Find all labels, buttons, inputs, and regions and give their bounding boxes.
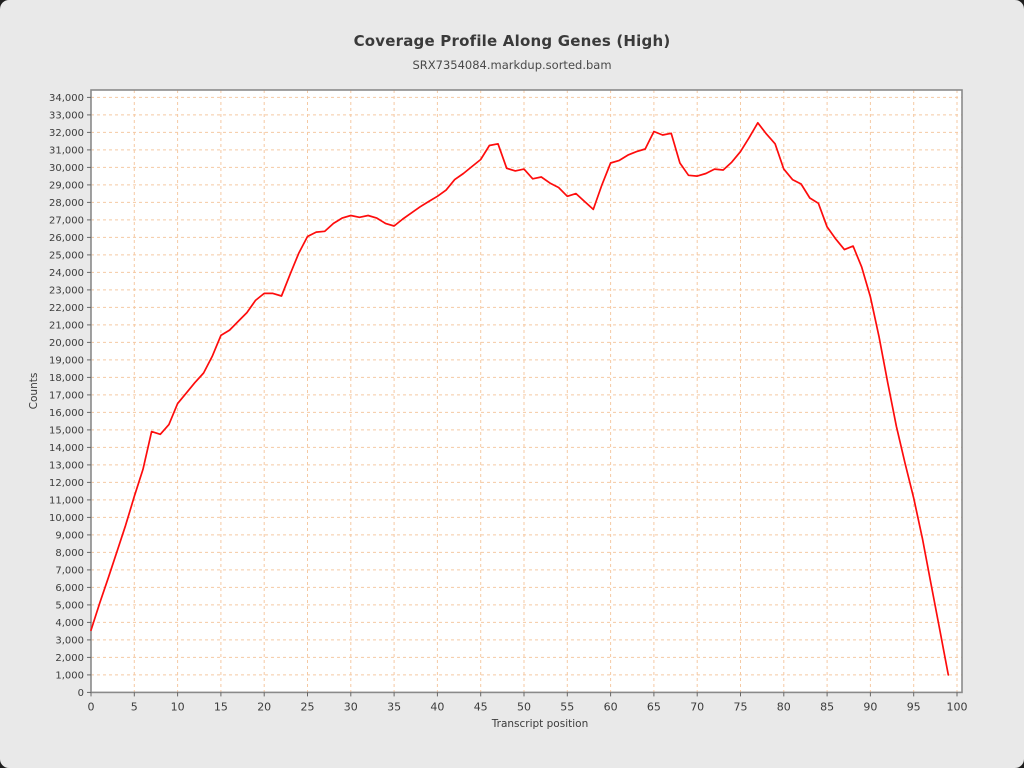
x-tick-label: 20 [257, 700, 271, 713]
y-tick-label: 26,000 [49, 233, 84, 244]
x-tick-label: 70 [690, 700, 704, 713]
x-tick-label: 80 [777, 700, 791, 713]
x-tick-label: 60 [604, 700, 618, 713]
chart-subtitle: SRX7354084.markdup.sorted.bam [412, 58, 612, 72]
x-tick-label: 65 [647, 700, 661, 713]
y-tick-label: 34,000 [49, 93, 84, 104]
y-tick-label: 28,000 [49, 198, 84, 209]
y-tick-label: 29,000 [49, 180, 84, 191]
x-tick-label: 35 [387, 700, 401, 713]
y-tick-label: 1,000 [55, 670, 84, 681]
y-axis-title: Counts [28, 373, 40, 410]
y-tick-label: 6,000 [55, 583, 84, 594]
y-tick-label: 13,000 [49, 460, 84, 471]
y-axis: 0 1,000 2,000 3,000 4,000 5,000 6,000 7,000 8,00… [49, 93, 91, 699]
y-tick-label: 24,000 [49, 268, 84, 279]
y-tick-label: 2,000 [55, 653, 84, 664]
plot-area [91, 90, 962, 693]
y-tick-label: 22,000 [49, 303, 84, 314]
y-tick-label: 0 [78, 688, 84, 699]
x-axis: 0 5 10 15 20 25 30 35 40 45 50 55 60 65 70 75 80 85 90 95 10… [88, 692, 968, 713]
x-tick-label: 85 [820, 700, 834, 713]
y-tick-label: 10,000 [49, 513, 84, 524]
x-tick-label: 45 [474, 700, 488, 713]
x-tick-label: 95 [907, 700, 921, 713]
y-tick-label: 15,000 [49, 425, 84, 436]
y-tick-label: 30,000 [49, 163, 84, 174]
x-tick-label: 100 [947, 700, 968, 713]
y-tick-label: 12,000 [49, 478, 84, 489]
y-tick-label: 25,000 [49, 250, 84, 261]
coverage-line [90, 121, 950, 676]
x-tick-label: 50 [517, 700, 531, 713]
y-tick-label: 11,000 [49, 495, 84, 506]
y-tick-label: 19,000 [49, 355, 84, 366]
y-tick-label: 9,000 [55, 530, 84, 541]
y-tick-label: 3,000 [55, 635, 84, 646]
y-tick-label: 17,000 [49, 390, 84, 401]
y-tick-label: 20,000 [49, 338, 84, 349]
grid [91, 90, 962, 693]
x-tick-label: 25 [301, 700, 315, 713]
y-tick-label: 18,000 [49, 373, 84, 384]
x-tick-label: 90 [863, 700, 877, 713]
y-tick-label: 14,000 [49, 443, 84, 454]
y-tick-label: 23,000 [49, 285, 84, 296]
x-tick-label: 75 [734, 700, 748, 713]
y-tick-label: 31,000 [49, 145, 84, 156]
x-tick-label: 0 [88, 700, 95, 713]
x-tick-label: 55 [560, 700, 574, 713]
plot-frame [90, 89, 963, 694]
chart-title: Coverage Profile Along Genes (High) [353, 32, 671, 50]
y-tick-label: 32,000 [49, 128, 84, 139]
x-tick-label: 10 [171, 700, 185, 713]
x-tick-label: 40 [430, 700, 444, 713]
y-tick-label: 7,000 [55, 565, 84, 576]
y-tick-label: 8,000 [55, 548, 84, 559]
x-tick-label: 15 [214, 700, 228, 713]
x-tick-label: 30 [344, 700, 358, 713]
y-tick-label: 21,000 [49, 320, 84, 331]
y-tick-label: 5,000 [55, 600, 84, 611]
y-tick-label: 33,000 [49, 110, 84, 121]
y-tick-label: 4,000 [55, 618, 84, 629]
x-tick-label: 5 [131, 700, 138, 713]
y-tick-label: 27,000 [49, 215, 84, 226]
x-axis-title: Transcript position [491, 718, 588, 730]
y-tick-label: 16,000 [49, 408, 84, 419]
